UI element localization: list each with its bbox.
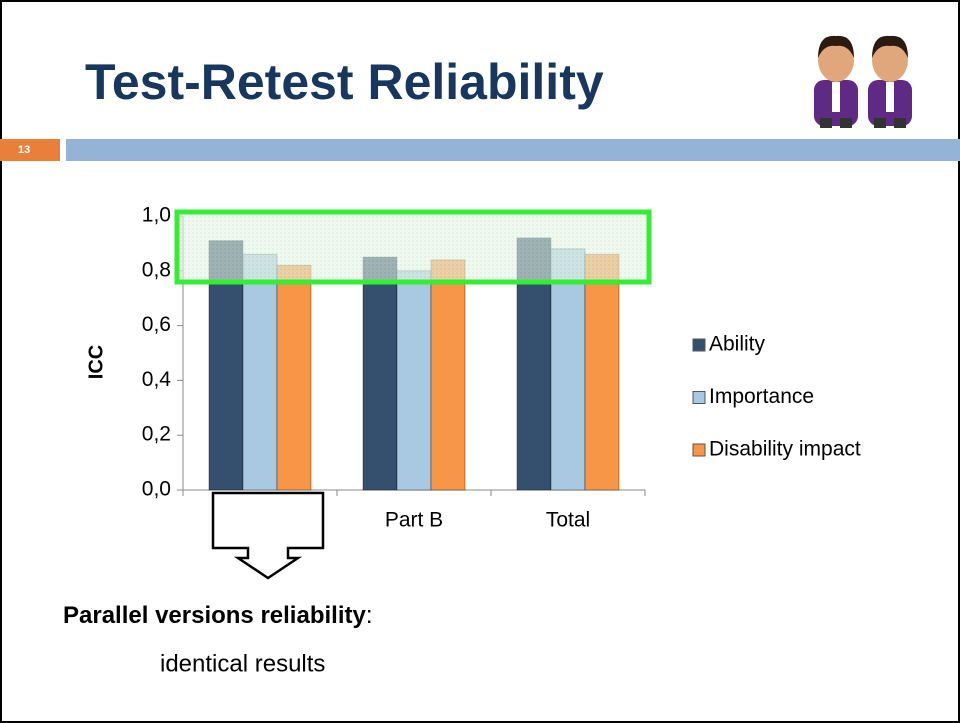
x-tick-label: Part B (385, 509, 443, 532)
legend-label: Disability impact (709, 438, 861, 461)
slide-title: Test-Retest Reliability (85, 54, 604, 110)
people-icon (814, 35, 912, 128)
bar (584, 253, 620, 491)
y-tick-label: 0,2 (142, 423, 171, 446)
y-tick-label: 0,8 (142, 258, 171, 281)
y-axis-title: ICC (85, 345, 107, 379)
callout-arrow (211, 491, 325, 580)
note-detail: identical results (160, 650, 325, 677)
legend-label: Ability (709, 333, 766, 356)
highlight-box (174, 209, 652, 285)
y-tick-label: 1,0 (142, 204, 171, 227)
x-tick-label: Total (546, 509, 590, 532)
legend-label: Importance (709, 385, 814, 408)
y-tick-label: 0,6 (142, 313, 171, 336)
note-rest: : (366, 602, 373, 629)
note-bold: Parallel versions reliability (63, 602, 366, 629)
bar (396, 270, 432, 491)
note-line: Parallel versions reliability: (63, 602, 373, 629)
legend-swatch (692, 443, 706, 457)
slide-number: 13 (18, 144, 30, 156)
bar (550, 248, 586, 491)
y-tick-label: 0,0 (142, 478, 171, 501)
bar (242, 253, 278, 491)
slide-number-box (0, 139, 60, 161)
bar (362, 256, 398, 491)
legend-swatch (692, 391, 706, 404)
bar (276, 264, 312, 491)
y-tick-label: 0,4 (142, 368, 172, 391)
bar (430, 259, 466, 491)
header-bar (66, 139, 960, 161)
legend-swatch (692, 338, 706, 352)
